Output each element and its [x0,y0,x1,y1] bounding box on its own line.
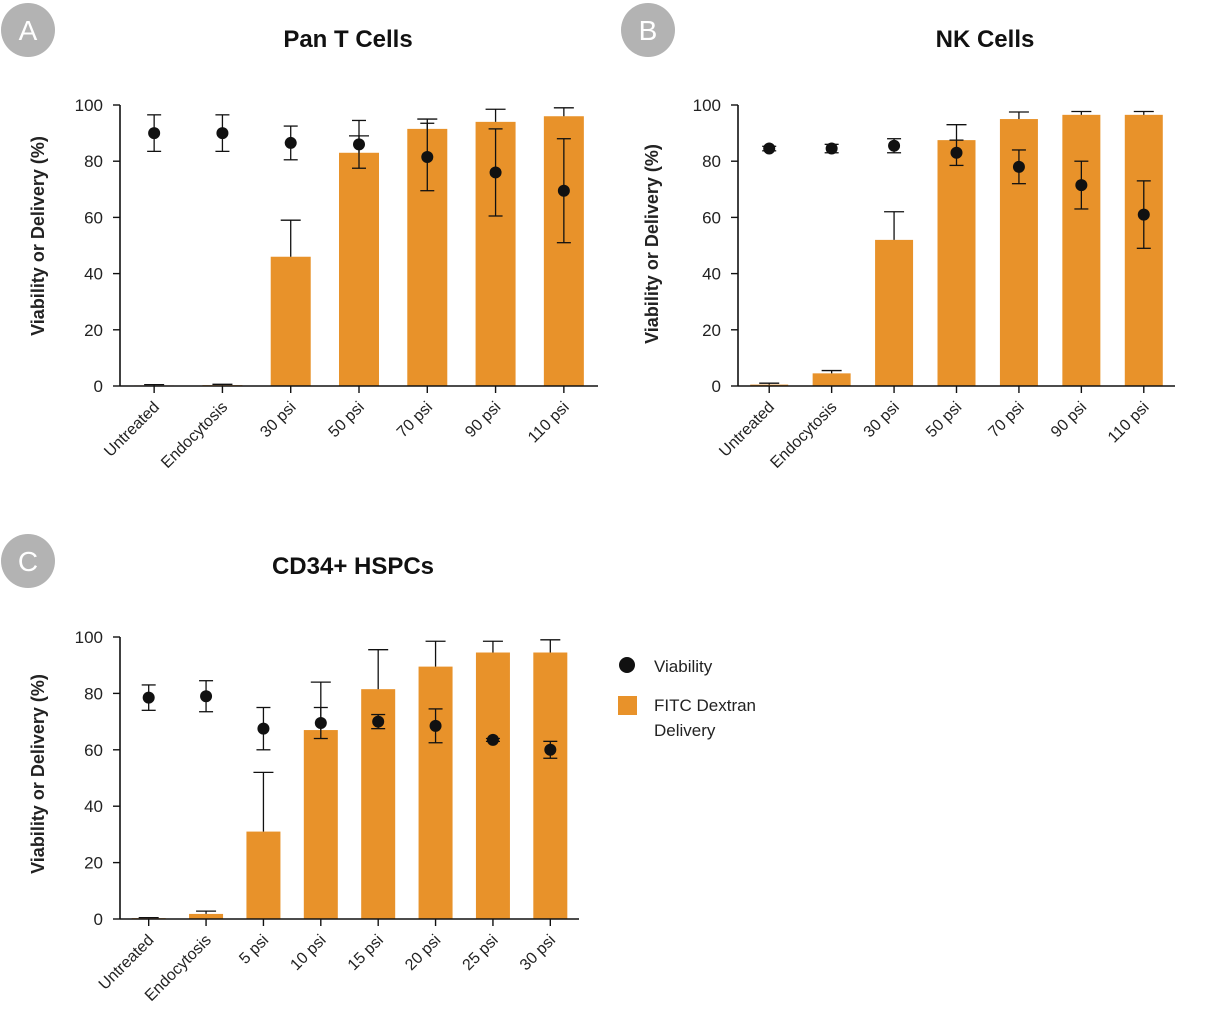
viability-point [1137,208,1150,221]
x-tick-label: 110 psi [525,399,573,447]
delivery-bar [303,730,338,919]
viability-point [314,717,327,730]
viability-point [284,136,297,149]
viability-point [200,690,213,703]
legend-delivery-label-line1: FITC Dextran [654,696,756,715]
chart-nk-cells: NK Cells Viability or Delivery (%) 0 20 40… [642,26,1175,472]
viability-point [148,127,161,140]
x-tick-label: 70 psi [986,399,1028,441]
y-tick-label: 60 [84,208,103,227]
delivery-bar [533,652,568,919]
y-tick-label: 20 [84,321,103,340]
y-tick-label: 20 [702,321,721,340]
x-tick-label: 90 psi [1048,399,1090,441]
panel-letter-b: B [639,15,658,46]
viability-point [429,719,442,732]
delivery-bar [1062,114,1101,387]
y-tick-label: 60 [84,741,103,760]
x-tick-label: Untreated [101,399,163,461]
panel-badge-b: B [621,3,675,57]
legend: Viability FITC Dextran Delivery [618,657,756,740]
x-tick-label: Endocytosis [158,399,231,472]
delivery-bar [875,239,914,386]
x-tick-label: 30 psi [517,932,559,974]
y-tick-label: 40 [702,265,721,284]
chart-cd34-hspcs: CD34+ HSPCs Viability or Delivery (%) 0 2… [28,553,579,1005]
y-axis-title: Viability or Delivery (%) [28,136,48,336]
x-tick-label: 25 psi [460,932,502,974]
viability-point [825,142,838,155]
viability-point [421,150,434,163]
panel-letter-a: A [19,15,38,46]
viability-point [1012,160,1025,173]
panel-badge-a: A [1,3,55,57]
viability-point [557,184,570,197]
viability-point [142,691,155,704]
viability-point [353,138,365,151]
y-tick-label: 0 [94,910,103,929]
y-tick-label: 0 [94,377,103,396]
x-tick-label: 10 psi [287,932,329,974]
x-tick-label: 90 psi [462,399,504,441]
panel-letter-c: C [18,546,38,577]
y-tick-label: 0 [712,377,721,396]
y-tick-label: 100 [75,628,103,647]
x-tick-label: 5 psi [236,932,272,968]
y-tick-label: 40 [84,265,103,284]
chart-title: Pan T Cells [283,26,412,53]
x-tick-label: 15 psi [345,932,387,974]
x-tick-label: 70 psi [394,399,436,441]
viability-point [216,127,229,140]
delivery-bar [189,913,224,919]
legend-delivery-label-line2: Delivery [654,721,716,740]
legend-delivery-swatch [618,696,637,715]
delivery-bar [937,140,976,386]
delivery-bar [475,652,510,919]
chart-title: NK Cells [936,26,1035,53]
y-axis-title: Viability or Delivery (%) [642,144,662,344]
y-tick-label: 80 [84,684,103,703]
delivery-bar [418,666,453,919]
y-tick-label: 60 [702,208,721,227]
delivery-bar [1124,114,1163,387]
y-tick-label: 20 [84,854,103,873]
viability-point [489,166,502,179]
x-tick-label: 50 psi [326,399,368,441]
x-tick-label: Endocytosis [767,399,840,472]
x-tick-label: 20 psi [402,932,444,974]
y-tick-label: 40 [84,797,103,816]
viability-point [257,722,270,735]
legend-viability-label: Viability [654,657,713,676]
viability-point [486,733,499,746]
y-tick-label: 80 [702,152,721,171]
viability-point [372,715,385,728]
x-tick-label: 30 psi [861,399,903,441]
x-tick-label: 30 psi [257,399,299,441]
viability-point [888,139,901,152]
viability-point [950,146,963,159]
x-tick-label: Untreated [96,932,158,994]
x-tick-label: 110 psi [1105,399,1153,447]
delivery-bar [246,831,281,919]
y-tick-label: 100 [75,96,103,115]
viability-point [763,142,776,155]
delivery-bar [270,256,311,386]
delivery-bar [812,373,851,386]
y-tick-label: 80 [84,152,103,171]
viability-point [544,743,557,756]
panel-badge-c: C [1,534,55,588]
delivery-bar [339,152,379,386]
y-axis-title: Viability or Delivery (%) [28,674,48,874]
y-tick-label: 100 [693,96,721,115]
x-tick-label: 50 psi [923,399,965,441]
viability-point [1075,179,1088,192]
chart-pan-t-cells: Pan T Cells Viability or Delivery (%) 0 2… [28,26,598,472]
legend-viability-marker [619,657,635,673]
x-tick-label: Untreated [716,399,778,461]
chart-title: CD34+ HSPCs [272,553,434,580]
